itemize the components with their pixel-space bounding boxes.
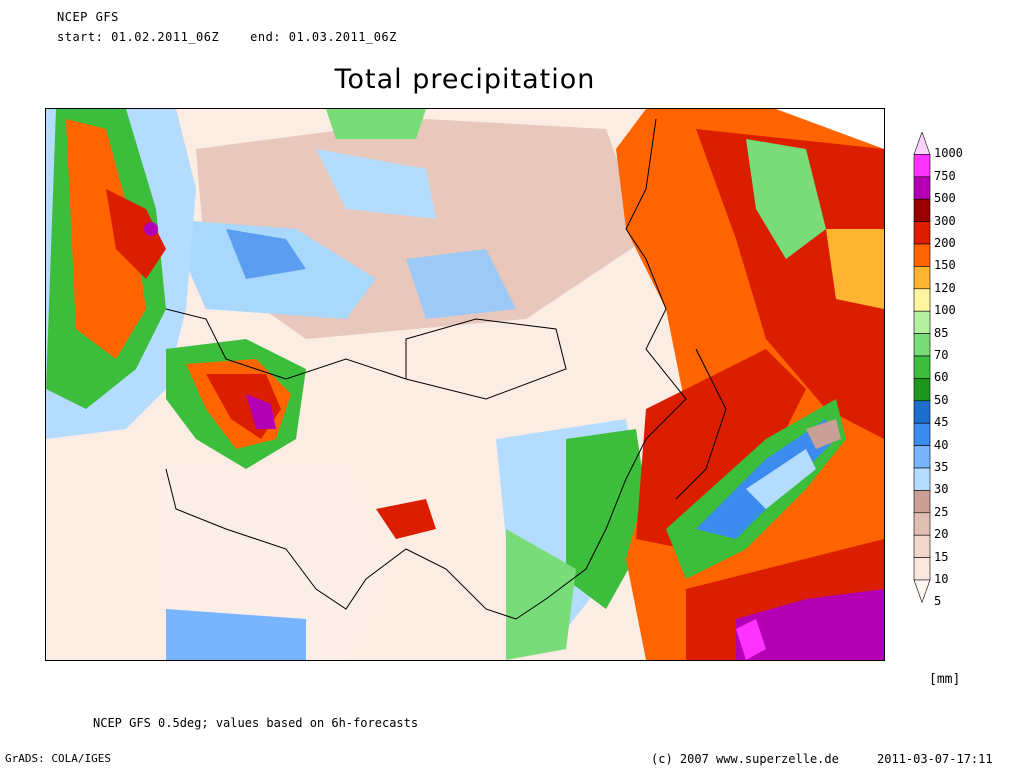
central-asia-blue: [226, 229, 306, 279]
legend-label: 70: [934, 348, 949, 362]
legend-swatch: [913, 132, 931, 155]
legend-swatch: [913, 266, 931, 290]
europe-orange: [66, 119, 146, 359]
map-edge: [776, 109, 884, 149]
legend-label: 750: [934, 168, 956, 183]
siberia-blue: [316, 149, 436, 219]
legend-swatch: [913, 333, 931, 357]
legend-boxes: [913, 132, 931, 604]
legend-label: 50: [934, 392, 949, 407]
legend-swatch: [913, 355, 931, 379]
japan-coast: [675, 348, 727, 500]
legend-swatch: [913, 378, 931, 402]
pacific-light-blue-core: [746, 449, 816, 509]
legend-unit: [mm]: [929, 672, 961, 687]
europe-red: [106, 189, 166, 279]
legend-swatch: [913, 198, 931, 222]
legend-swatch: [913, 221, 931, 245]
legend-swatch: [913, 310, 931, 334]
pacific-red-mid: [636, 349, 806, 549]
border-central: [165, 308, 407, 380]
coastline: [165, 118, 687, 620]
baikal-blue: [406, 249, 516, 319]
pacific-yellow: [826, 229, 884, 309]
pacific-green-north: [746, 139, 826, 259]
legend-swatch: [913, 512, 931, 536]
legend-swatch: [913, 490, 931, 514]
legend-swatch: [913, 445, 931, 469]
legend-swatch: [913, 243, 931, 267]
himalaya-purple: [246, 394, 276, 429]
india-field: [166, 469, 386, 660]
legend-label: 20: [934, 527, 949, 542]
burma-red: [376, 499, 436, 539]
legend-label: 45: [934, 415, 949, 430]
forecast-period: start: 01.02.2011_06Z end: 01.03.2011_06…: [57, 30, 397, 44]
grads-credit: GrADS: COLA/IGES: [5, 752, 111, 765]
legend-label: 35: [934, 460, 949, 474]
color-legend: [913, 132, 931, 604]
legend-label: 150: [934, 258, 956, 273]
model-name: NCEP GFS: [57, 10, 119, 24]
data-note: NCEP GFS 0.5deg; values based on 6h-fore…: [93, 716, 419, 730]
south-blue: [166, 609, 306, 660]
legend-label: 85: [934, 325, 949, 340]
legend-label: 1000: [934, 146, 963, 161]
legend-swatch: [913, 467, 931, 491]
legend-label: 200: [934, 236, 956, 250]
legend-swatch: [913, 579, 931, 604]
precipitation-map: [45, 108, 885, 661]
legend-swatch: [913, 422, 931, 446]
legend-label: 40: [934, 437, 949, 452]
legend-swatch: [913, 557, 931, 581]
legend-label: 120: [934, 280, 956, 295]
pacific-magenta: [736, 619, 766, 660]
timestamp: 2011-03-07-17:11: [877, 752, 993, 766]
legend-label: 30: [934, 482, 949, 497]
south-china-green: [506, 529, 576, 660]
map-title: Total precipitation: [334, 64, 596, 95]
legend-label: 500: [934, 191, 956, 206]
legend-swatch: [913, 154, 931, 178]
legend-label: 15: [934, 549, 949, 564]
legend-label: 10: [934, 572, 949, 586]
legend-label: 100: [934, 303, 956, 318]
legend-swatch: [913, 400, 931, 424]
pacific-purple: [736, 589, 884, 660]
europe-purple-spot: [144, 222, 158, 236]
legend-swatch: [913, 288, 931, 312]
pacific-red-north: [696, 129, 884, 439]
north-green: [326, 109, 426, 139]
legend-label: 25: [934, 504, 949, 519]
legend-swatch: [913, 534, 931, 558]
legend-swatch: [913, 176, 931, 200]
precipitation-field: [46, 109, 884, 660]
pacific-brown-spot: [806, 419, 841, 449]
legend-label: 300: [934, 213, 956, 228]
copyright: (c) 2007 www.superzelle.de: [651, 752, 839, 766]
legend-label: 5: [934, 594, 942, 609]
legend-label: 60: [934, 370, 949, 385]
